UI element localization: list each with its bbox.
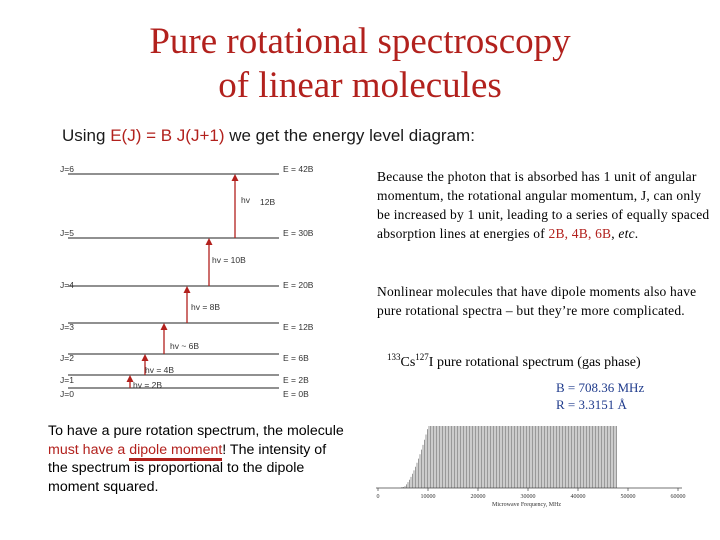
transition-label: hv bbox=[241, 195, 251, 205]
level-j-label: J=0 bbox=[60, 389, 74, 399]
intro-suffix: we get the energy level diagram: bbox=[224, 126, 475, 145]
energy-formula: E(J) = B J(J+1) bbox=[110, 126, 225, 145]
level-energy-label: E = 0B bbox=[283, 389, 309, 399]
explanation-text: Because the photon that is absorbed has … bbox=[377, 169, 710, 241]
level-j-label: J=1 bbox=[60, 375, 74, 385]
spectrum-x-tick-label: 0 bbox=[377, 494, 380, 500]
spectrum-title: 133Cs127I pure rotational spectrum (gas … bbox=[387, 352, 641, 371]
spectrum-title-text: pure rotational spectrum (gas phase) bbox=[433, 355, 641, 370]
note-text: To have a pure rotation spectrum, the mo… bbox=[48, 423, 344, 439]
absorption-line-energies: 2B, 4B, 6B bbox=[548, 226, 612, 241]
explanation-end: . bbox=[634, 226, 639, 241]
level-energy-label: E = 42B bbox=[283, 164, 314, 174]
note-emphasis: must have a bbox=[48, 441, 130, 458]
explanation-separator: , bbox=[611, 226, 619, 241]
level-energy-label: E = 12B bbox=[283, 322, 314, 332]
spectrum-x-axis-label: Microwave Frequency, MHz bbox=[492, 502, 561, 508]
intro-text: Using E(J) = B J(J+1) we get the energy … bbox=[62, 126, 475, 146]
explanation-etc: etc bbox=[618, 226, 635, 241]
bond-length: R = 3.3151 Å bbox=[556, 397, 627, 412]
level-j-label: J=3 bbox=[60, 322, 74, 332]
spectrum-x-tick-label: 60000 bbox=[671, 494, 686, 500]
note-text: ! The intensity of the spectrum is propo… bbox=[48, 441, 327, 495]
element-symbol: Cs bbox=[400, 355, 416, 370]
spectrum-x-tick-label: 40000 bbox=[571, 494, 586, 500]
transition-label: hv = 2B bbox=[133, 380, 162, 390]
transition-label: hv = 8B bbox=[191, 302, 220, 312]
transition-label: 12B bbox=[260, 197, 275, 207]
spectrum-x-tick-label: 30000 bbox=[521, 494, 536, 500]
mass-number: 127 bbox=[415, 352, 429, 362]
spectrum-lines bbox=[401, 426, 617, 488]
spectrum-x-tick-label: 50000 bbox=[621, 494, 636, 500]
element-symbol: I bbox=[428, 355, 434, 370]
transition-label: hv ~ 6B bbox=[170, 341, 199, 351]
level-j-label: J=4 bbox=[60, 280, 74, 290]
level-j-label: J=6 bbox=[60, 164, 74, 174]
rotational-constant: B = 708.36 MHz bbox=[556, 380, 645, 395]
level-energy-label: E = 20B bbox=[283, 280, 314, 290]
slide-title-line-1: Pure rotational spectroscopy bbox=[149, 21, 571, 62]
intro-prefix: Using bbox=[62, 126, 111, 145]
rotational-spectrum-plot: 0 10000 20000 30000 40000 50000 60000 Microwav… bbox=[376, 426, 686, 508]
level-j-label: J=5 bbox=[60, 228, 74, 238]
explanation-paragraph-2: Nonlinear molecules that have dipole mom… bbox=[377, 284, 697, 318]
slide-title-line-2: of linear molecules bbox=[218, 65, 502, 106]
transition-label: hv = 10B bbox=[212, 255, 246, 265]
transition-label: hv = 4B bbox=[145, 365, 174, 375]
dipole-moment-emphasis: dipole moment bbox=[129, 441, 223, 461]
spectrum-x-tick-label: 20000 bbox=[471, 494, 486, 500]
level-energy-label: E = 6B bbox=[283, 353, 309, 363]
level-energy-label: E = 30B bbox=[283, 228, 314, 238]
slide-title: Pure rotational spectroscopy of linear m… bbox=[0, 20, 720, 108]
level-energy-label: E = 2B bbox=[283, 375, 309, 385]
spectrum-x-tick-label: 10000 bbox=[421, 494, 436, 500]
level-j-label: J=2 bbox=[60, 353, 74, 363]
explanation-paragraph-1: Because the photon that is absorbed has … bbox=[377, 167, 717, 243]
energy-level-diagram: J=6 E = 42B J=5 E = 30B J=4 E = 20B J=3 … bbox=[60, 164, 314, 399]
dipole-note: To have a pure rotation spectrum, the mo… bbox=[48, 422, 348, 496]
mass-number: 133 bbox=[387, 352, 401, 362]
